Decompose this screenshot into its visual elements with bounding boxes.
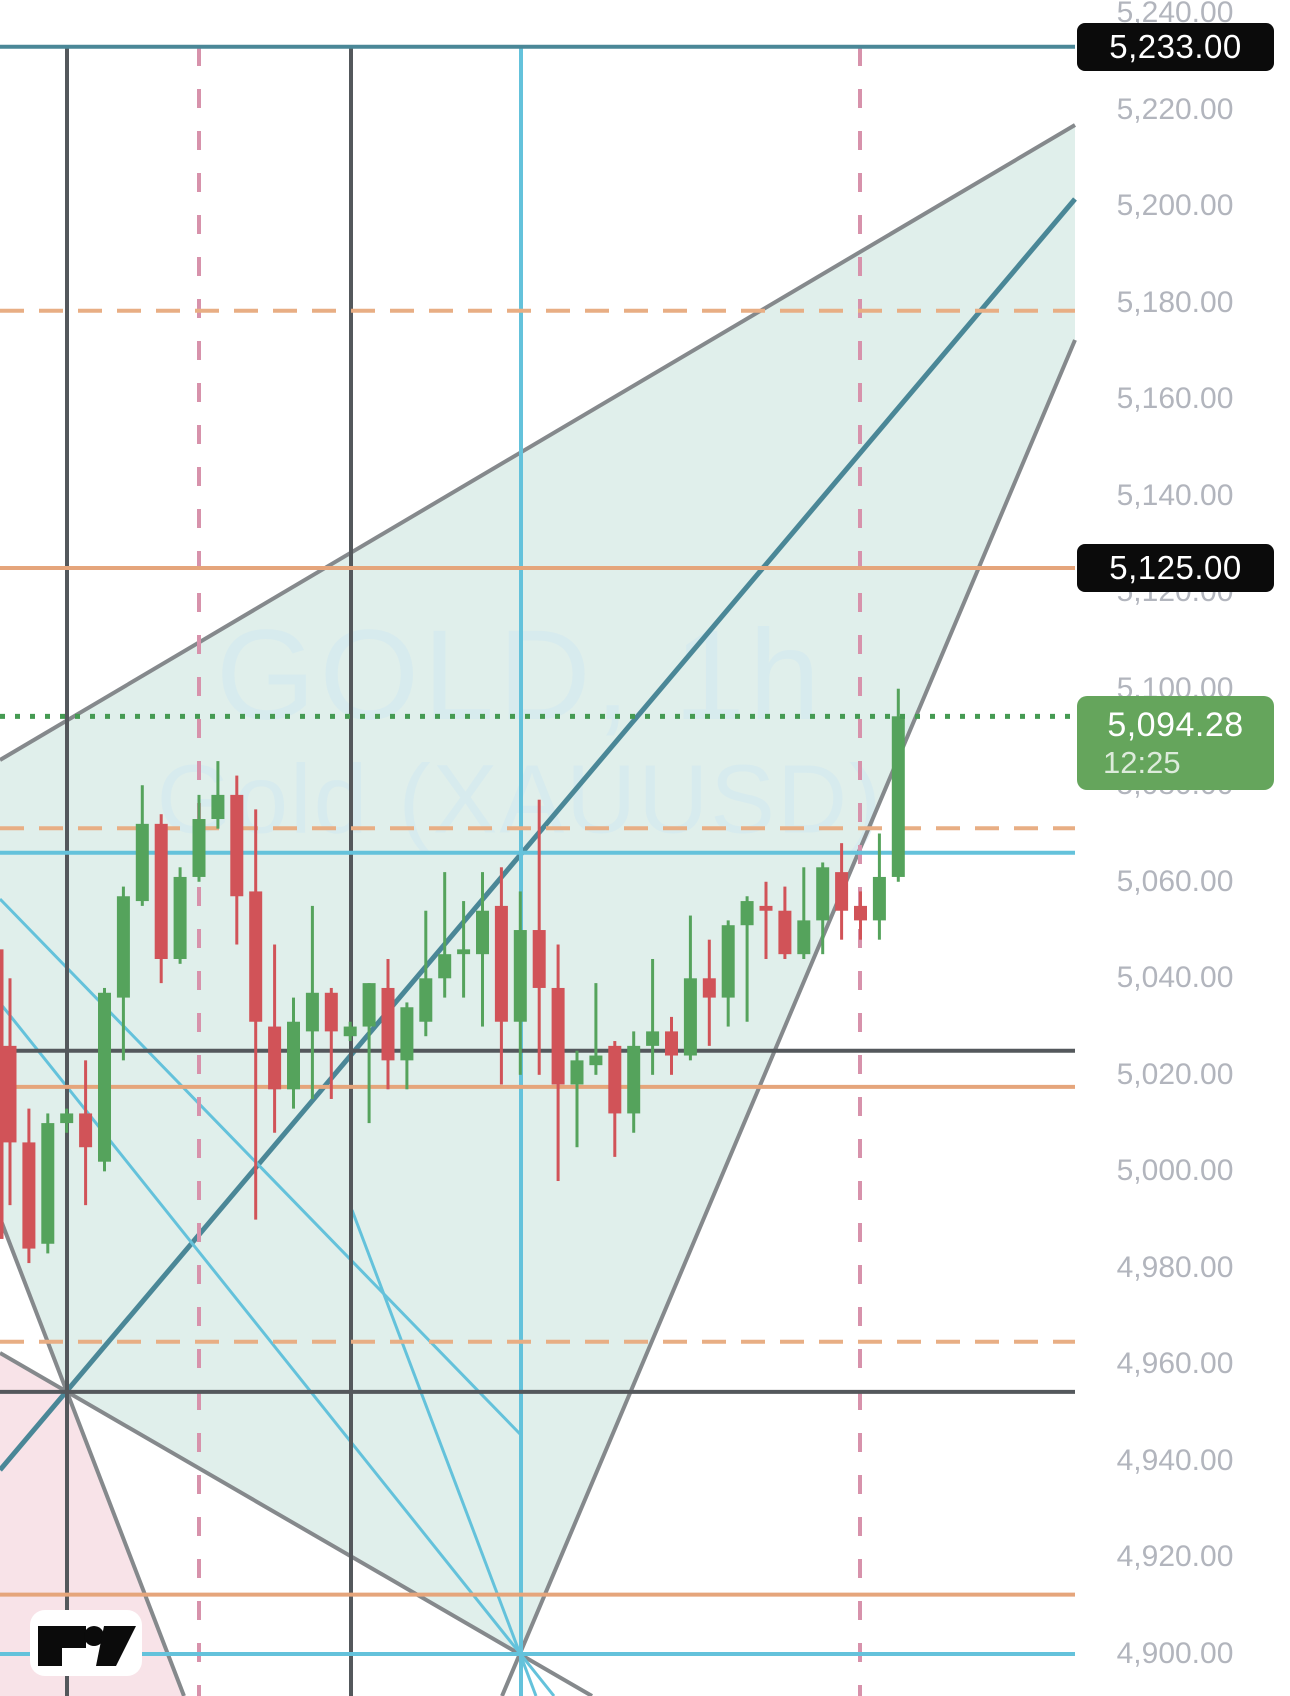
wedge-upper-trendline[interactable] <box>0 123 1077 762</box>
price-label-5233[interactable]: 5,233.00 <box>1077 22 1274 71</box>
price-tick: 4,960.00 <box>1116 1347 1234 1381</box>
candle <box>230 775 244 945</box>
current-price-label: 5,094.28 12:25 <box>1077 696 1274 791</box>
candle <box>79 1060 93 1206</box>
candle <box>41 1113 55 1254</box>
candle <box>154 814 168 984</box>
candle <box>608 1041 622 1157</box>
price-tick: 5,140.00 <box>1116 478 1234 512</box>
candle <box>0 949 4 1239</box>
candle <box>797 867 811 959</box>
fan-line-3[interactable] <box>350 1209 538 1696</box>
current-bar-countdown: 12:25 <box>1103 745 1181 781</box>
price-axis[interactable]: 5,240.00 5,220.00 5,200.00 5,180.00 5,160.00… <box>1075 0 1290 1696</box>
candle <box>381 958 395 1090</box>
candle <box>211 761 225 829</box>
candle <box>268 944 282 1133</box>
candle <box>627 1031 641 1133</box>
candle <box>759 881 773 959</box>
candle <box>457 901 471 998</box>
candle <box>192 794 206 882</box>
candle <box>249 809 263 1220</box>
price-tick: 5,220.00 <box>1116 92 1234 126</box>
price-tick: 5,040.00 <box>1116 961 1234 995</box>
price-tick: 5,160.00 <box>1116 382 1234 416</box>
price-label-text: 5,233.00 <box>1109 27 1242 65</box>
candlestick-series <box>0 688 905 1264</box>
apex-steep-trendline[interactable] <box>0 1217 186 1696</box>
candle <box>570 1050 584 1148</box>
tradingview-logo[interactable] <box>28 1608 146 1682</box>
wedge-right-trendline[interactable] <box>500 339 1077 1696</box>
price-tick: 4,940.00 <box>1116 1443 1234 1477</box>
candle <box>835 843 849 940</box>
fan-line-2[interactable] <box>0 1002 556 1696</box>
candle <box>494 867 508 1085</box>
candle <box>778 886 792 959</box>
price-tick: 4,980.00 <box>1116 1250 1234 1284</box>
logo-glyph-bar <box>38 1626 86 1666</box>
current-price-value: 5,094.28 <box>1107 706 1244 745</box>
candle <box>173 867 187 964</box>
candle <box>665 1016 678 1075</box>
candle <box>816 862 830 955</box>
candle <box>646 958 660 1075</box>
candle <box>362 983 376 1124</box>
candle <box>532 799 546 1075</box>
price-tick: 5,060.00 <box>1116 864 1234 898</box>
fan-line-1[interactable] <box>0 897 523 1437</box>
price-tick: 5,000.00 <box>1116 1154 1234 1188</box>
price-tick: 5,020.00 <box>1116 1057 1234 1091</box>
drawing-lines <box>0 44 1077 1696</box>
price-label-5125[interactable]: 5,125.00 <box>1077 544 1274 593</box>
candle <box>721 920 735 1027</box>
candle <box>343 1021 357 1042</box>
median-trendline[interactable] <box>0 197 1077 1472</box>
watermark-symbol: GOLD, 1h <box>216 604 824 747</box>
candle <box>116 886 130 1061</box>
logo-glyph-check <box>96 1626 136 1666</box>
price-label-text: 5,125.00 <box>1109 549 1242 587</box>
price-tick: 5,200.00 <box>1116 189 1234 223</box>
candle <box>305 905 319 1099</box>
wedge-fill <box>0 125 1075 1655</box>
price-tick: 4,900.00 <box>1116 1637 1234 1670</box>
candle <box>702 939 716 1046</box>
candle <box>22 1108 36 1264</box>
candle <box>872 833 886 940</box>
logo-glyph-dot <box>84 1626 104 1646</box>
candle <box>438 872 452 998</box>
candle <box>513 891 527 1075</box>
candle <box>476 872 489 1027</box>
price-tick: 5,180.00 <box>1116 285 1234 319</box>
candle <box>891 688 905 882</box>
candle <box>287 997 300 1109</box>
candle <box>324 987 338 1099</box>
candle <box>740 896 754 1022</box>
candle <box>98 987 111 1172</box>
candle <box>400 1002 414 1090</box>
candle <box>3 978 17 1206</box>
candle <box>135 785 149 906</box>
candle <box>589 983 603 1075</box>
candle <box>683 915 697 1061</box>
candle <box>551 944 565 1182</box>
candle <box>60 1108 74 1133</box>
price-tick: 4,920.00 <box>1116 1540 1234 1574</box>
candle <box>419 910 433 1037</box>
apex-shallow-trendline[interactable] <box>0 1351 594 1696</box>
candle <box>854 891 867 940</box>
